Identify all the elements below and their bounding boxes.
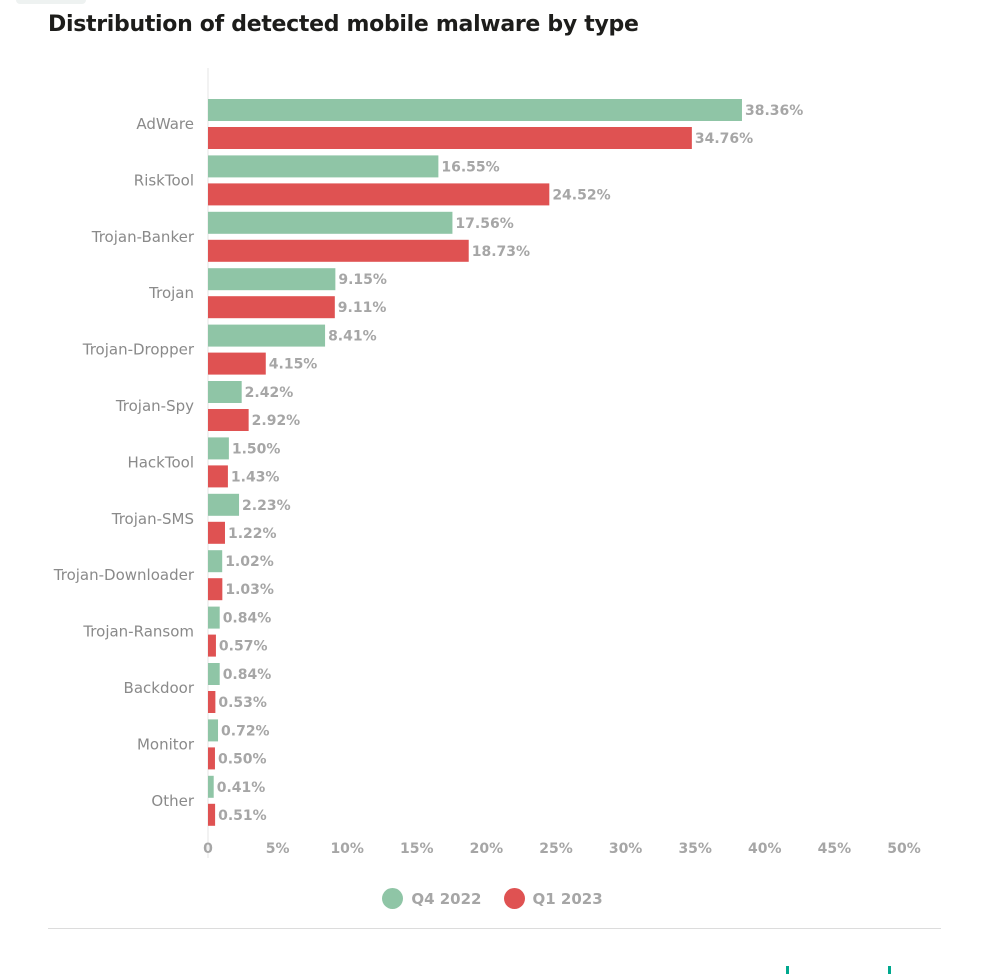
legend-item-q4[interactable]: Q4 2022 [382,888,482,909]
legend-swatch-q1 [503,888,525,909]
category-label: Trojan-Banker [91,228,195,246]
category-label: Backdoor [124,679,195,697]
category-label: Trojan-Downloader [53,566,195,584]
category-label: Other [151,792,194,810]
value-label-q4: 0.72% [221,723,270,739]
bar-q1[interactable] [208,803,216,826]
bar-q4[interactable] [208,775,214,798]
chart-title: Distribution of detected mobile malware … [48,12,639,37]
bar-q1[interactable] [208,239,469,262]
x-tick-label: 5% [266,841,290,857]
x-tick-label: 20% [470,841,504,857]
bar-q4[interactable] [208,437,229,460]
bar-q4[interactable] [208,155,439,178]
value-label-q4: 1.02% [225,554,274,570]
x-tick-label: 10% [330,841,364,857]
value-label-q1: 0.57% [219,639,268,655]
bar-q4[interactable] [208,99,742,121]
bar-q1[interactable] [208,352,266,375]
value-label-q1: 4.15% [269,357,318,373]
x-tick-label: 0 [203,841,213,857]
bar-q1[interactable] [208,465,228,488]
legend-swatch-q4 [382,888,404,909]
value-label-q1: 1.22% [228,526,277,542]
category-label: Trojan-Dropper [82,341,195,359]
bar-q4[interactable] [208,211,453,234]
value-label-q4: 17.56% [455,216,513,232]
category-label: HackTool [127,453,194,471]
bar-q1[interactable] [208,183,550,206]
x-tick-label: 25% [539,841,573,857]
category-label: Trojan-SMS [111,510,194,528]
x-tick-label: 45% [818,841,852,857]
value-label-q1: 1.43% [231,469,280,485]
bar-chart: 0 5% 10% 15% 20% 25% 30% 35% 40% 45% 50% AdWare 38.… [53,68,921,858]
x-tick-label: 30% [609,841,643,857]
top-decoration [16,0,86,4]
value-label-q1: 24.52% [552,187,610,203]
value-label-q1: 9.11% [338,300,387,316]
value-label-q1: 34.76% [695,131,753,147]
value-label-q4: 38.36% [745,103,803,119]
value-label-q1: 0.51% [218,808,267,824]
x-tick-label: 50% [887,841,921,857]
bar-q4[interactable] [208,493,240,516]
chart-legend: Q4 2022 Q1 2023 [0,888,985,909]
legend-label-q4: Q4 2022 [411,889,482,908]
value-label-q4: 0.84% [223,611,272,627]
bar-q4[interactable] [208,324,326,347]
bar-q1[interactable] [208,127,692,149]
value-label-q1: 0.50% [218,751,267,767]
bar-q1[interactable] [208,747,215,770]
category-label: Monitor [137,735,195,753]
category-label: Trojan-Ransom [82,623,194,641]
x-tick-label: 35% [678,841,712,857]
legend-item-q1[interactable]: Q1 2023 [503,888,603,909]
bar-q1[interactable] [208,296,335,319]
bar-q4[interactable] [208,381,242,403]
value-label-q4: 16.55% [441,159,499,175]
brand-logo-fragment [786,966,891,974]
value-label-q1: 2.92% [252,413,301,429]
value-label-q1: 0.53% [218,695,267,711]
value-label-q4: 2.23% [242,498,291,514]
value-label-q1: 18.73% [472,244,530,260]
value-label-q4: 8.41% [328,329,377,345]
category-label: Trojan-Spy [115,397,194,415]
value-label-q4: 0.84% [223,667,272,683]
value-label-q4: 0.41% [217,780,266,796]
category-label: RiskTool [134,171,194,189]
bar-q1[interactable] [208,691,216,713]
legend-label-q1: Q1 2023 [532,889,603,908]
value-label-q4: 2.42% [245,385,294,401]
category-label: AdWare [136,115,194,133]
bar-q4[interactable] [208,550,223,573]
bar-q1[interactable] [208,634,216,657]
x-tick-label: 40% [748,841,782,857]
bar-q1[interactable] [208,409,249,431]
value-label-q1: 1.03% [225,582,274,598]
bar-q4[interactable] [208,663,220,685]
bar-q4[interactable] [208,268,336,291]
category-label: Trojan [148,284,194,302]
x-tick-label: 15% [400,841,434,857]
bar-q1[interactable] [208,578,223,601]
divider [48,928,941,929]
value-label-q4: 9.15% [338,272,387,288]
bar-q4[interactable] [208,719,219,742]
bar-q4[interactable] [208,606,220,629]
bar-q1[interactable] [208,521,225,544]
value-label-q4: 1.50% [232,441,281,457]
